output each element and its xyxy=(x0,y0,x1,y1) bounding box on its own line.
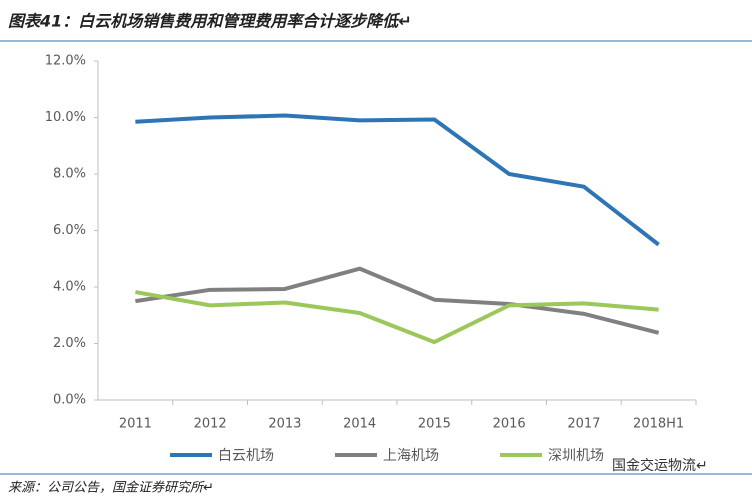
x-tick-label: 2012 xyxy=(194,417,227,432)
legend-label: 白云机场 xyxy=(218,448,274,464)
y-tick-label: 12.0% xyxy=(45,54,86,69)
watermark: 国金交运物流↵ xyxy=(612,457,708,474)
chart-title: 图表41：白云机场销售费用和管理费用率合计逐步降低↵ xyxy=(8,12,412,31)
x-tick-label: 2017 xyxy=(567,417,600,432)
legend-label: 上海机场 xyxy=(383,448,439,464)
y-tick-label: 2.0% xyxy=(53,336,86,351)
source: 来源：公司公告，国金证券研究所↵ xyxy=(8,480,214,496)
y-tick-label: 4.0% xyxy=(53,280,86,295)
x-tick-label: 2011 xyxy=(119,417,152,432)
x-tick-label: 2013 xyxy=(268,417,301,432)
x-tick-label: 2014 xyxy=(343,417,376,432)
series-line xyxy=(135,290,659,345)
x-tick-label: 2015 xyxy=(418,417,451,432)
legend-label: 深圳机场 xyxy=(548,448,604,464)
y-tick-label: 0.0% xyxy=(53,393,86,408)
y-tick-label: 8.0% xyxy=(53,167,86,182)
series-line xyxy=(135,113,660,247)
y-tick-label: 10.0% xyxy=(45,110,86,125)
series-line xyxy=(135,266,660,335)
y-tick-label: 6.0% xyxy=(53,223,86,238)
x-tick-label: 2018H1 xyxy=(633,417,684,432)
x-tick-label: 2016 xyxy=(493,417,526,432)
